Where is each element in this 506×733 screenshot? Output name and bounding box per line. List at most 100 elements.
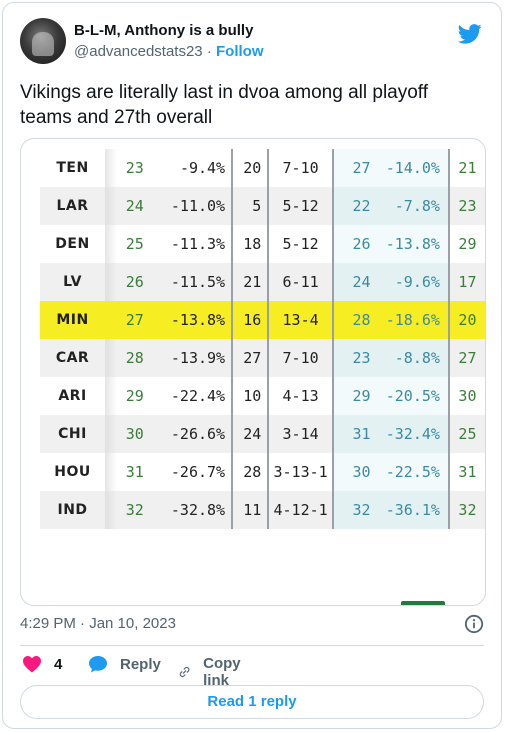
rank2-cell: 26: [332, 225, 371, 263]
team-cell: LAR: [40, 187, 106, 225]
rank3-cell: 21: [458, 159, 477, 177]
wr-cell: 5: [232, 187, 269, 225]
author-handle-row: @advancedstats23 · Follow: [74, 43, 264, 60]
author-name[interactable]: B-L-M, Anthony is a bully: [74, 22, 254, 39]
table-row: CAR 28 -13.9% 27 7-10 23 -8.8% 27: [40, 339, 485, 377]
follow-button[interactable]: Follow: [216, 43, 264, 60]
rank3-cell: 25: [448, 415, 485, 453]
separator-dot: ·: [206, 43, 212, 60]
rank-cell: 31: [105, 453, 144, 491]
dvoa2-cell: -13.8%: [370, 225, 450, 263]
table-row: LV 26 -11.5% 21 6-11 24 -9.6% 17: [40, 263, 485, 301]
table-row: ARI 29 -22.4% 10 4-13 29 -20.5% 30: [40, 377, 485, 415]
twitter-bird-icon[interactable]: [458, 24, 482, 44]
rank3-cell: 23: [448, 187, 485, 225]
dvoa-table: TEN 23 -9.4% 20 7-10 27 -14.0% 21 LAR 24 -11.0% 5 5-…: [40, 149, 485, 529]
record-cell: 3-14: [267, 415, 334, 453]
heart-icon: [23, 656, 41, 673]
team-cell: MIN: [40, 301, 106, 339]
table-row: LAR 24 -11.0% 5 5-12 22 -7.8% 23: [40, 187, 485, 225]
rank-cell: 24: [105, 187, 144, 225]
dvoa-cell: -11.5%: [143, 263, 234, 301]
table-row: CHI 30 -26.6% 24 3-14 31 -32.4% 25: [40, 415, 485, 453]
rank3-cell: 17: [448, 263, 485, 301]
dvoa2-cell: -7.8%: [370, 187, 450, 225]
dvoa2-cell: -14.0%: [370, 149, 450, 187]
team-cell: CAR: [40, 339, 106, 377]
rank2-cell: 32: [332, 491, 371, 529]
dvoa2-cell: -32.4%: [370, 415, 450, 453]
rank2-cell: 28: [332, 301, 371, 339]
rank2-cell: 27: [332, 149, 371, 187]
record-cell: 5-12: [267, 225, 334, 263]
record-cell: 13-4: [267, 301, 334, 339]
rank3-cell: 20: [448, 301, 485, 339]
record-cell: 4-12-1: [267, 491, 334, 529]
avatar[interactable]: [20, 18, 66, 64]
rank-cell: 32: [105, 491, 144, 529]
reply-action[interactable]: Reply: [88, 655, 161, 673]
wr-cell: 28: [243, 463, 262, 481]
dvoa2-cell: -36.1%: [370, 491, 450, 529]
wr-cell: 21: [232, 263, 269, 301]
dvoa-cell: -11.3%: [143, 225, 234, 263]
rank2-cell: 24: [332, 263, 371, 301]
author-handle[interactable]: @advancedstats23: [74, 43, 203, 60]
record-cell: 7-10: [267, 149, 334, 187]
record-cell: 4-13: [267, 377, 334, 415]
team-cell: CHI: [40, 415, 106, 453]
tweet-text: Vikings are literally last in dvoa among…: [20, 82, 429, 128]
tweet-header: B-L-M, Anthony is a bully @advancedstats…: [20, 18, 484, 66]
rank-cell: 23: [105, 149, 144, 187]
team-cell: TEN: [56, 160, 89, 176]
table-row: DEN 25 -11.3% 18 5-12 26 -13.8% 29: [40, 225, 485, 263]
rank3-cell: 27: [448, 339, 485, 377]
dvoa-cell: -32.8%: [143, 491, 234, 529]
reply-label: Reply: [120, 655, 161, 673]
rank3-cell: 31: [458, 463, 477, 481]
dvoa2-cell: -18.6%: [370, 301, 450, 339]
rank3-cell: 32: [448, 491, 485, 529]
like-button[interactable]: 4: [22, 655, 62, 673]
wr-cell: 20: [243, 159, 262, 177]
rank-cell: 27: [105, 301, 144, 339]
team-cell: DEN: [55, 236, 90, 252]
dvoa-cell: -22.4%: [143, 377, 234, 415]
dvoa2-cell: -8.8%: [370, 339, 450, 377]
copy-link-action[interactable]: Copy link: [178, 655, 248, 689]
wr-cell: 18: [243, 235, 262, 253]
table-row: HOU 31 -26.7% 28 3-13-1 30 -22.5% 31: [40, 453, 485, 491]
dvoa2-cell: -9.6%: [370, 263, 450, 301]
team-cell: ARI: [58, 388, 87, 404]
team-cell: IND: [40, 491, 106, 529]
table-row: MIN 27 -13.8% 16 13-4 28 -18.6% 20: [40, 301, 485, 339]
dvoa2-cell: -20.5%: [370, 377, 450, 415]
dvoa-cell: -11.0%: [143, 187, 234, 225]
dvoa-cell: -26.7%: [143, 453, 234, 491]
rank2-cell: 30: [332, 453, 371, 491]
tweet-timestamp[interactable]: 4:29 PM · Jan 10, 2023: [20, 615, 176, 632]
wr-cell: 16: [232, 301, 269, 339]
wr-cell: 11: [232, 491, 269, 529]
dvoa-cell: -13.9%: [143, 339, 234, 377]
green-accent-bar: [401, 601, 445, 605]
record-cell: 3-13-1: [267, 453, 334, 491]
table-row: IND 32 -32.8% 11 4-12-1 32 -36.1% 32: [40, 491, 485, 529]
tweet-media-image[interactable]: TEN 23 -9.4% 20 7-10 27 -14.0% 21 LAR 24 -11.0% 5 5-…: [20, 138, 486, 606]
info-icon[interactable]: [464, 614, 484, 634]
rank2-cell: 22: [332, 187, 371, 225]
dvoa-cell: -13.8%: [143, 301, 234, 339]
read-replies-button[interactable]: Read 1 reply: [20, 685, 484, 719]
divider: [20, 645, 484, 646]
rank-cell: 29: [105, 377, 144, 415]
rank-cell: 25: [105, 225, 144, 263]
wr-cell: 27: [232, 339, 269, 377]
rank3-cell: 29: [458, 235, 477, 253]
reply-bubble-icon: [89, 656, 107, 673]
rank2-cell: 31: [332, 415, 371, 453]
like-count: 4: [54, 655, 63, 673]
team-cell: LV: [40, 263, 106, 301]
rank-cell: 28: [105, 339, 144, 377]
dvoa-cell: -26.6%: [143, 415, 234, 453]
